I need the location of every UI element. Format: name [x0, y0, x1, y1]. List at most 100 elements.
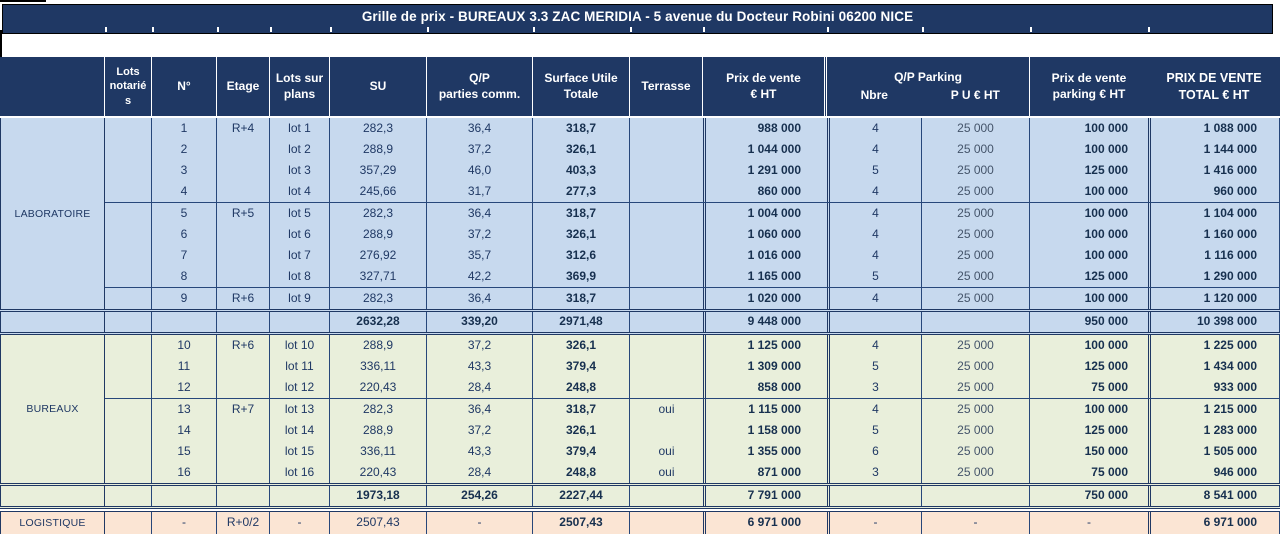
gap-left-line: [0, 30, 2, 57]
cell-qp: 35,7: [427, 245, 533, 266]
header-cell-etage: Etage: [217, 57, 270, 116]
cell-parking: 125 000: [1084, 269, 1128, 283]
cell-nbre: 4: [827, 203, 922, 224]
cell-lots: [105, 312, 152, 332]
cell-prix: 1 158 000: [703, 420, 827, 441]
cell-num: 4: [152, 181, 217, 202]
header-cell-prix_parking: Prix de vente parking € HT: [1051, 70, 1127, 101]
tick-mark: [152, 27, 154, 32]
cell-num: 14: [152, 420, 217, 441]
cell-terrasse: [630, 160, 703, 181]
cell-terrasse: [630, 224, 703, 245]
cell-terrasse: [630, 420, 703, 441]
header-cell-lots_notaries: Lots notariés: [105, 57, 152, 116]
cell-qp: 43,3: [427, 356, 533, 377]
cell-lot: lot 3: [270, 160, 330, 181]
cell-lot: lot 14: [270, 420, 330, 441]
cell-total: 1 088 000: [1148, 118, 1280, 139]
cell-nbre: -: [827, 512, 922, 534]
cell-su: 220,43: [330, 462, 427, 483]
table-row: 10 R+6 lot 10 288,9 37,2 326,1 1 125 000 4 25 00…: [105, 335, 1280, 356]
cell-nbre: 4: [827, 224, 922, 245]
cell-etage: R+0/2: [217, 512, 270, 534]
section-category-label: LABORATOIRE: [0, 118, 105, 309]
cell-total: 6 971 000: [1148, 512, 1280, 534]
cell-num: -: [152, 512, 217, 534]
cell-su: 336,11: [330, 356, 427, 377]
cell-num: 11: [152, 356, 217, 377]
cell-nbre: 4: [827, 288, 922, 309]
cell-lot: [270, 486, 330, 506]
cell-lot: lot 1: [270, 118, 330, 139]
cell-parking: 75 000: [1091, 380, 1128, 394]
cell-lots: [105, 245, 152, 266]
cell-total: 1 120 000: [1148, 288, 1280, 309]
cell-prix: 1 115 000: [703, 399, 827, 420]
tick-mark: [427, 27, 429, 32]
cell-nbre: 4: [827, 118, 922, 139]
cell-total: 1 225 000: [1148, 335, 1280, 356]
cell-parking: 100 000: [1084, 291, 1128, 305]
cell-terrasse: [630, 486, 703, 506]
cell-nbre: [827, 312, 922, 332]
cell-num: 15: [152, 441, 217, 462]
table-row: 8 lot 8 327,71 42,2 369,9 1 165 000 5 25 000 125…: [105, 266, 1280, 287]
cell-parking: 100 000: [1084, 338, 1128, 352]
cell-pu: 25 000: [922, 139, 1030, 160]
cell-lots: [105, 266, 152, 287]
cell-pu: 25 000: [922, 399, 1030, 420]
cell-num: [152, 312, 217, 332]
cell-nbre: 5: [827, 160, 922, 181]
cell-total: 8 541 000: [1148, 486, 1280, 506]
table-row: 11 lot 11 336,11 43,3 379,4 1 309 000 5 25 000 1…: [105, 356, 1280, 377]
tick-mark: [703, 27, 705, 32]
cell-prix: 1 355 000: [703, 441, 827, 462]
cell-num: 12: [152, 377, 217, 398]
cell-sut: 318,7: [533, 118, 630, 139]
cell-terrasse: [630, 377, 703, 398]
cell-num: 5: [152, 203, 217, 224]
cell-terrasse: oui: [658, 444, 675, 458]
cell-nbre: 5: [827, 356, 922, 377]
subtotal-row: 1973,18 254,26 2227,44 7 791 000 750 000 8 54…: [0, 483, 1280, 509]
table-row: 13 R+7 lot 13 282,3 36,4 318,7 oui 1 115 000 4 25…: [105, 398, 1280, 420]
tick-mark: [827, 27, 829, 32]
cell-etage: [217, 462, 270, 483]
header-cell-sut: Surface Utile Totale: [533, 57, 630, 116]
tick-mark: [330, 27, 332, 32]
cell-etage: R+6: [217, 335, 270, 356]
tick-mark: [533, 27, 535, 32]
cell-num: 1: [152, 118, 217, 139]
cell-qp: 37,2: [427, 139, 533, 160]
cell-etage: R+4: [217, 118, 270, 139]
cell-lots: [105, 441, 152, 462]
cell-etage: R+5: [217, 203, 270, 224]
header-cell-qp_parking: Q/P Parking Nbre P U € HT: [827, 57, 1030, 116]
cell-terrasse: oui: [658, 465, 675, 479]
cell-su: 336,11: [330, 441, 427, 462]
cell-lots: [105, 377, 152, 398]
cell-su: 2507,43: [330, 512, 427, 534]
cell-prix: 9 448 000: [703, 312, 827, 332]
cell-lots: [105, 512, 152, 534]
cell-parking: 100 000: [1084, 142, 1128, 156]
cell-nbre: [827, 486, 922, 506]
cell-qp: 43,3: [427, 441, 533, 462]
cell-su: 282,3: [330, 288, 427, 309]
cell-lots: [105, 224, 152, 245]
cell-etage: R+6: [217, 288, 270, 309]
section-category-label: BUREAUX: [0, 335, 105, 483]
tick-mark: [1148, 27, 1150, 32]
cell-parking: 125 000: [1084, 423, 1128, 437]
cell-sut: 403,3: [533, 160, 630, 181]
cell-etage: [217, 181, 270, 202]
cell-num: [152, 486, 217, 506]
cell-parking: 125 000: [1084, 359, 1128, 373]
cell-lot: lot 7: [270, 245, 330, 266]
cell-prix: 988 000: [703, 118, 827, 139]
cell-qp: 31,7: [427, 181, 533, 202]
cell-lot: lot 5: [270, 203, 330, 224]
cell-qp: -: [427, 512, 533, 534]
cell-parking: 100 000: [1084, 402, 1128, 416]
cell-lots: [105, 335, 152, 356]
